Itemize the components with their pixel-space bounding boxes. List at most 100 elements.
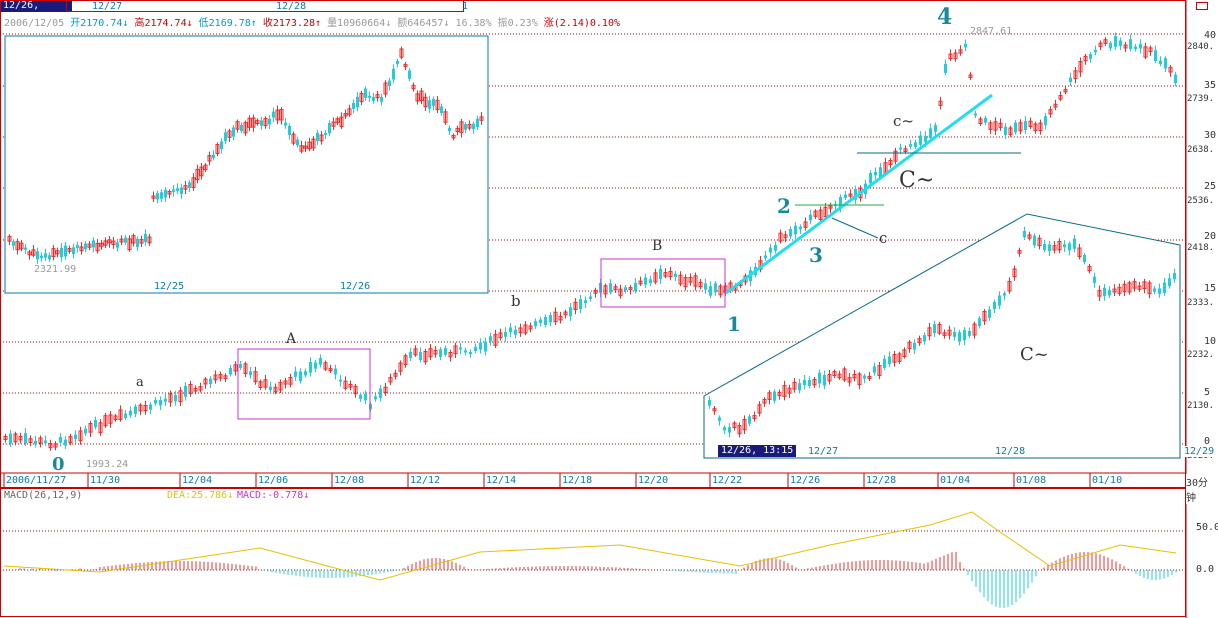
inset-top-frame [4, 35, 489, 294]
inset-bottom-candle-up [812, 378, 817, 386]
inset-top-candle-up [319, 134, 324, 142]
inset-top-candle-down [36, 251, 39, 260]
y-axis-label: 15 [1204, 283, 1217, 294]
inset-bottom-candle-up [847, 377, 852, 383]
inset-bottom-candle-down [803, 379, 806, 386]
inset-current-time: 12/26, 13:15 [718, 445, 797, 457]
main-candle-down [64, 439, 67, 446]
main-candle-up [243, 363, 248, 375]
inset-bottom-candle-down [988, 309, 991, 318]
main-candle-up [1103, 39, 1108, 44]
info-turnover: 16.38% [455, 18, 492, 29]
y-axis-label: 2333. [1187, 298, 1215, 308]
inset-bottom-candle-up [792, 381, 797, 390]
y-axis-label: 2536. [1187, 196, 1215, 206]
main-candle-down [44, 440, 47, 444]
inset-bottom-candle-up [762, 398, 767, 404]
inset-bottom-candle-up [1012, 268, 1017, 278]
main-candle-down [589, 296, 592, 299]
y-axis-label: 35 [1204, 80, 1217, 91]
main-candle-up [938, 100, 943, 106]
panel-toggle-icon[interactable] [1196, 2, 1208, 10]
inset-bottom-candle-up [782, 385, 787, 397]
main-candle-down [649, 279, 652, 283]
inset-bottom-candle-up [1057, 240, 1062, 251]
inset-top-candle-up [111, 240, 116, 245]
inset-top-candle-up [423, 96, 428, 108]
inset-top-candle-up [127, 238, 132, 251]
main-candle-up [1018, 122, 1023, 132]
price-grid [0, 33, 1186, 571]
main-candle-down [874, 171, 877, 176]
inset-bottom-candle-down [728, 427, 731, 433]
main-candle-up [688, 276, 693, 283]
main-candle-up [223, 375, 228, 380]
wave-c-label: c [879, 229, 888, 247]
main-candle-up [48, 443, 53, 449]
inset-top-candle-up [251, 117, 256, 128]
info-high: 高2174.74↓ [134, 18, 193, 29]
info-open: 开2170.74↓ [70, 18, 129, 29]
main-candle-up [388, 377, 393, 383]
inset-top-candle-down [156, 193, 159, 200]
main-candle-down [644, 277, 647, 285]
inset-top-candle-up [311, 138, 316, 149]
timeframe-label[interactable]: 30分钟 [1186, 474, 1218, 504]
info-amount: 额646457↓ [397, 18, 450, 29]
x-axis-label: 01/04 [940, 475, 971, 486]
inset-top-candle-down [72, 247, 75, 255]
wave-c-tilde-label: c~ [893, 112, 914, 130]
macd-frame [0, 488, 1186, 617]
candlesticks [3, 32, 1177, 451]
main-candle-up [1033, 123, 1038, 131]
inset-bottom-candle-down [818, 372, 821, 384]
macd-dea-value: DEA:25.786↓ [167, 490, 234, 501]
main-candle-up [178, 390, 183, 403]
inset-bottom-candle-down [798, 383, 801, 391]
inset-top-candle-down [188, 182, 191, 189]
inset-top-candle-up [55, 250, 60, 255]
main-candle-down [934, 125, 937, 132]
main-candle-up [1048, 109, 1053, 115]
inset-bottom-candle-up [1087, 265, 1092, 272]
trend-line [725, 93, 993, 295]
main-candle-up [68, 436, 73, 444]
main-candle-down [509, 327, 512, 333]
x-axis-label: 2006/11/27 [6, 475, 67, 486]
inset-bottom-candle-up [877, 365, 882, 376]
inset-bottom-candle-up [832, 370, 837, 377]
main-candle-down [1159, 60, 1162, 65]
x-axis-label: 12/28 [866, 475, 897, 486]
main-candle-down [764, 255, 767, 259]
y-axis-label: 25 [1204, 181, 1217, 192]
main-candle-up [593, 289, 598, 294]
inset-top-candle-up [335, 118, 340, 123]
main-candle-down [534, 321, 537, 327]
main-candle-up [353, 385, 358, 395]
x-axis-label: 11/30 [90, 475, 121, 486]
inset-top-candle-down [24, 247, 27, 250]
inset-top-candle-up [467, 124, 472, 129]
main-candle-up [28, 438, 33, 443]
main-candle-down [714, 283, 717, 293]
main-candle-up [978, 118, 983, 125]
main-candle-down [504, 331, 507, 337]
main-candle-down [944, 63, 947, 73]
main-candle-up [53, 443, 58, 448]
main-candle-down [1014, 122, 1017, 133]
inset-top-candle-down [356, 96, 359, 108]
inset-bottom-candle-down [883, 358, 886, 368]
inset-top-candle-up [7, 235, 12, 242]
inset-top-candle-up [455, 127, 460, 132]
main-candle-down [1109, 42, 1112, 49]
main-candle-up [383, 386, 388, 393]
inset-top-candle-up [215, 144, 220, 155]
inset-bottom-candle-down [1023, 231, 1026, 238]
wave-0-label: 0 [52, 454, 65, 475]
main-candle-down [374, 396, 377, 400]
inset-top-candle-up [227, 130, 232, 138]
main-candle-down [879, 167, 882, 178]
inset-bottom-date-3: 12/29 [1184, 446, 1215, 457]
